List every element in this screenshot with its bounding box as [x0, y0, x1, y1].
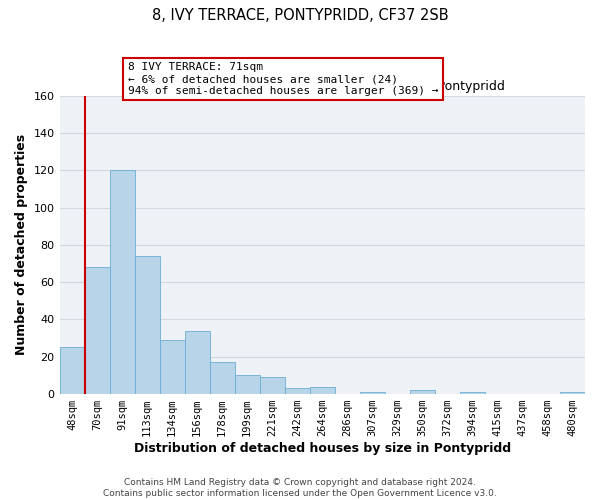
Bar: [460, 392, 485, 394]
Text: 8 IVY TERRACE: 71sqm
← 6% of detached houses are smaller (24)
94% of semi-detach: 8 IVY TERRACE: 71sqm ← 6% of detached ho…: [128, 62, 439, 96]
Bar: [560, 392, 585, 394]
X-axis label: Distribution of detached houses by size in Pontypridd: Distribution of detached houses by size …: [134, 442, 511, 455]
Bar: [160, 340, 185, 394]
Bar: [59, 348, 85, 394]
Bar: [410, 390, 435, 394]
Text: 8, IVY TERRACE, PONTYPRIDD, CF37 2SB: 8, IVY TERRACE, PONTYPRIDD, CF37 2SB: [152, 8, 448, 22]
Title: Size of property relative to detached houses in Pontypridd: Size of property relative to detached ho…: [140, 80, 505, 93]
Text: Contains HM Land Registry data © Crown copyright and database right 2024.
Contai: Contains HM Land Registry data © Crown c…: [103, 478, 497, 498]
Bar: [360, 392, 385, 394]
Bar: [209, 362, 235, 394]
Y-axis label: Number of detached properties: Number of detached properties: [15, 134, 28, 356]
Bar: [185, 330, 209, 394]
Bar: [285, 388, 310, 394]
Bar: [85, 268, 110, 394]
Bar: [134, 256, 160, 394]
Bar: [310, 386, 335, 394]
Bar: [235, 376, 260, 394]
Bar: [110, 170, 134, 394]
Bar: [260, 378, 285, 394]
